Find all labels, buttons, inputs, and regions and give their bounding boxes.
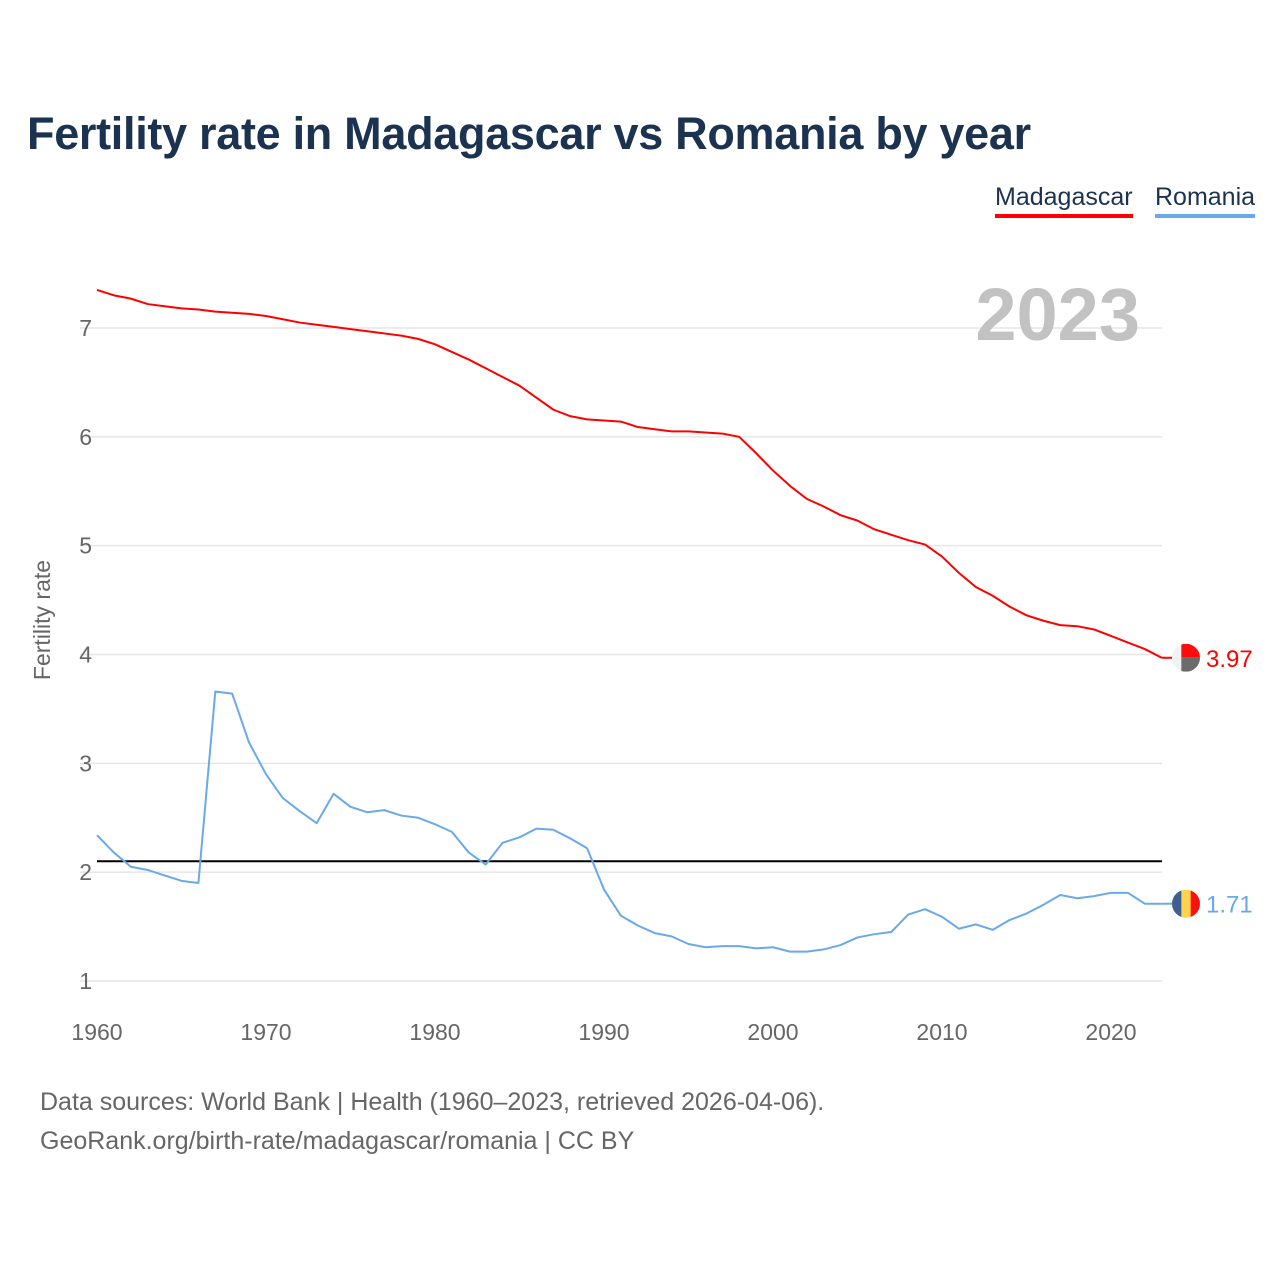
end-markers: 3.97 1.71 — [1161, 643, 1253, 919]
y-tick-label: 5 — [79, 533, 92, 559]
legend-romania[interactable]: Romania — [1155, 183, 1256, 218]
y-axis-ticks: 1 2 3 4 5 6 7 — [79, 315, 92, 994]
x-tick-label: 1990 — [578, 1019, 629, 1045]
flag-yellow — [1181, 889, 1192, 918]
y-tick-label: 6 — [79, 424, 92, 450]
series-line-romania — [96, 690, 1162, 953]
year-watermark: 2023 — [975, 273, 1140, 356]
legend-madagascar[interactable]: Madagascar — [995, 183, 1133, 218]
x-tick-label: 1980 — [409, 1019, 460, 1045]
flag-romania-icon — [1172, 889, 1200, 918]
source-url[interactable]: GeoRank.org/birth-rate/madagascar/romani… — [40, 1127, 635, 1155]
series-lines — [96, 288, 1163, 953]
y-tick-label: 3 — [79, 750, 92, 776]
y-tick-label: 2 — [79, 859, 92, 885]
y-axis-label: Fertility rate — [29, 560, 55, 680]
flag-blue — [1172, 889, 1183, 918]
y-tick-label: 7 — [79, 315, 92, 341]
x-tick-label: 2010 — [916, 1019, 967, 1045]
flag-madagascar-icon — [1172, 643, 1200, 672]
x-tick-label: 2000 — [747, 1019, 798, 1045]
x-tick-label: 2020 — [1085, 1019, 1136, 1045]
x-tick-label: 1970 — [240, 1019, 291, 1045]
gridlines — [80, 327, 1162, 982]
flag-red — [1190, 889, 1200, 918]
series-line-madagascar — [96, 288, 1163, 659]
y-tick-label: 1 — [79, 968, 92, 994]
x-tick-label: 1960 — [71, 1019, 122, 1045]
end-value-label: 1.71 — [1206, 892, 1253, 919]
data-source-note: Data sources: World Bank | Health (1960–… — [40, 1088, 825, 1116]
chart-title: Fertility rate in Madagascar vs Romania … — [27, 108, 1031, 159]
x-axis-ticks: 1960 1970 1980 1990 2000 2010 2020 — [71, 1019, 1136, 1045]
flag-fill — [1172, 643, 1200, 672]
flag-fill — [1172, 889, 1200, 918]
end-value-label: 3.97 — [1206, 646, 1253, 673]
y-tick-label: 4 — [79, 641, 92, 667]
